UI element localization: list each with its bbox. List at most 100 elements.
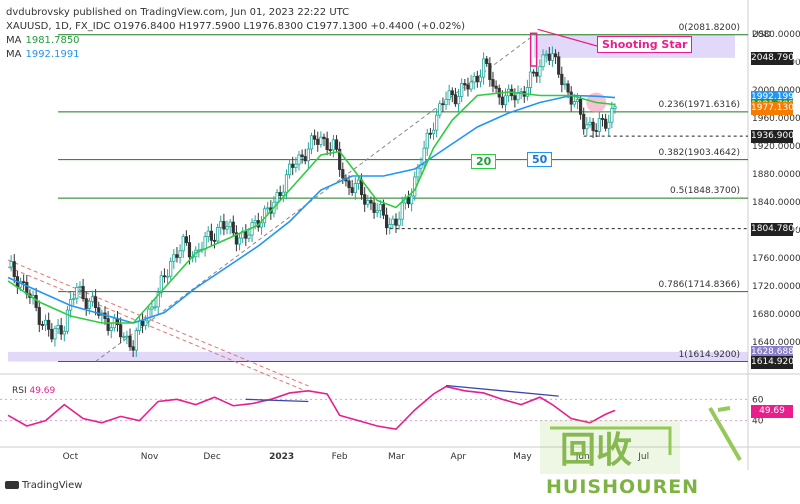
candle <box>494 80 498 94</box>
candle <box>481 52 486 85</box>
candle <box>363 187 367 212</box>
candle <box>119 317 123 344</box>
candle <box>12 253 16 284</box>
candle <box>438 100 442 119</box>
y-tick-label: 1840.0000 <box>752 198 800 208</box>
candle <box>375 202 379 218</box>
y-tick-label: 1720.0000 <box>752 282 800 292</box>
x-tick-label: Dec <box>203 452 221 462</box>
candle <box>597 111 601 138</box>
y-tick-label: 1760.0000 <box>752 254 800 264</box>
x-tick-label: Oct <box>62 452 79 462</box>
candle <box>359 173 364 200</box>
candle <box>488 57 492 87</box>
candle <box>491 71 495 93</box>
support-zone <box>8 351 748 362</box>
y-tick-label: 1960.0000 <box>752 114 800 124</box>
candle <box>334 135 339 153</box>
y-tick-label: 1640.0000 <box>752 338 800 348</box>
rsi-line <box>7 385 616 431</box>
candle <box>62 325 66 342</box>
rsi-tag: 49.69 <box>751 405 793 418</box>
tradingview-logo[interactable]: TradingView <box>5 480 82 491</box>
candle <box>231 215 235 237</box>
candle <box>266 201 270 216</box>
downtrend-line-upper <box>7 259 309 387</box>
ohlc-line: XAUUSD, 1D, FX_IDC O1976.8400 H1977.5900… <box>6 21 466 32</box>
candle <box>406 190 411 208</box>
candle <box>325 131 329 156</box>
candle <box>144 315 148 330</box>
candle <box>447 84 451 106</box>
candle <box>140 313 145 334</box>
candle <box>413 171 417 201</box>
x-tick-label: Jun <box>576 452 590 462</box>
rsi-tick-label: 60 <box>752 395 764 405</box>
candle <box>162 268 167 283</box>
candle <box>97 301 101 319</box>
candle <box>9 255 13 272</box>
candle <box>256 212 260 232</box>
price-tag: 1936.9000 <box>751 130 800 144</box>
price-tag: 1804.7800 <box>751 222 800 236</box>
candle <box>228 219 232 235</box>
candle <box>203 231 207 257</box>
candle <box>303 148 307 165</box>
rsi-divergence-1 <box>245 398 309 403</box>
candle <box>431 122 436 140</box>
candle <box>582 107 586 135</box>
candle <box>65 305 70 335</box>
fib-label-0: 0(2081.8200) <box>678 22 740 33</box>
candle <box>178 244 182 264</box>
candle <box>472 72 476 90</box>
candle <box>81 278 85 302</box>
candle <box>259 216 264 235</box>
ma2-legend[interactable]: MA 1992.1991 <box>6 49 80 60</box>
candle <box>403 194 407 210</box>
ma20-tag: 20 <box>471 154 497 169</box>
candle <box>391 215 395 230</box>
candle <box>181 233 185 259</box>
candle <box>485 55 489 67</box>
candle <box>444 91 448 110</box>
candle <box>237 232 242 251</box>
candle <box>550 46 555 67</box>
x-tick-label: Feb <box>331 452 348 462</box>
candle <box>610 101 614 129</box>
ma2-label: MA <box>6 49 22 60</box>
tradingview-icon <box>5 481 19 489</box>
fib-label-2: 0.382(1903.4642) <box>658 147 740 158</box>
candle <box>528 65 533 96</box>
candle <box>40 320 45 330</box>
candle <box>331 134 336 158</box>
candle <box>128 328 132 351</box>
candle <box>525 79 529 101</box>
candle <box>541 49 545 71</box>
candle <box>547 47 551 66</box>
candle <box>22 274 26 291</box>
candle <box>50 323 54 343</box>
candle <box>607 114 611 136</box>
candle <box>84 291 88 316</box>
candle <box>594 123 598 138</box>
fib-label-3: 0.5(1848.3700) <box>669 186 740 197</box>
candle <box>563 76 567 90</box>
x-tick-label: Jul <box>638 452 649 462</box>
candle <box>165 269 170 284</box>
candle <box>322 133 326 147</box>
fib-label-4: 0.786(1714.8366) <box>658 279 740 290</box>
ma1-label: MA <box>6 35 22 46</box>
candle <box>47 312 51 337</box>
candle <box>507 84 511 103</box>
candle <box>516 85 520 104</box>
candle <box>428 128 432 139</box>
candle <box>78 281 82 295</box>
candle <box>37 300 41 333</box>
candle <box>366 194 370 208</box>
price-tag: 1977.1300 <box>751 102 800 115</box>
fib-label-5: 1(1614.9200) <box>678 349 740 360</box>
shooting-star-annotation: Shooting Star <box>597 36 693 53</box>
watermark-logo-icon: 回收 <box>540 406 742 474</box>
candle <box>478 69 483 88</box>
ma1-legend[interactable]: MA 1981.7850 <box>6 35 80 46</box>
